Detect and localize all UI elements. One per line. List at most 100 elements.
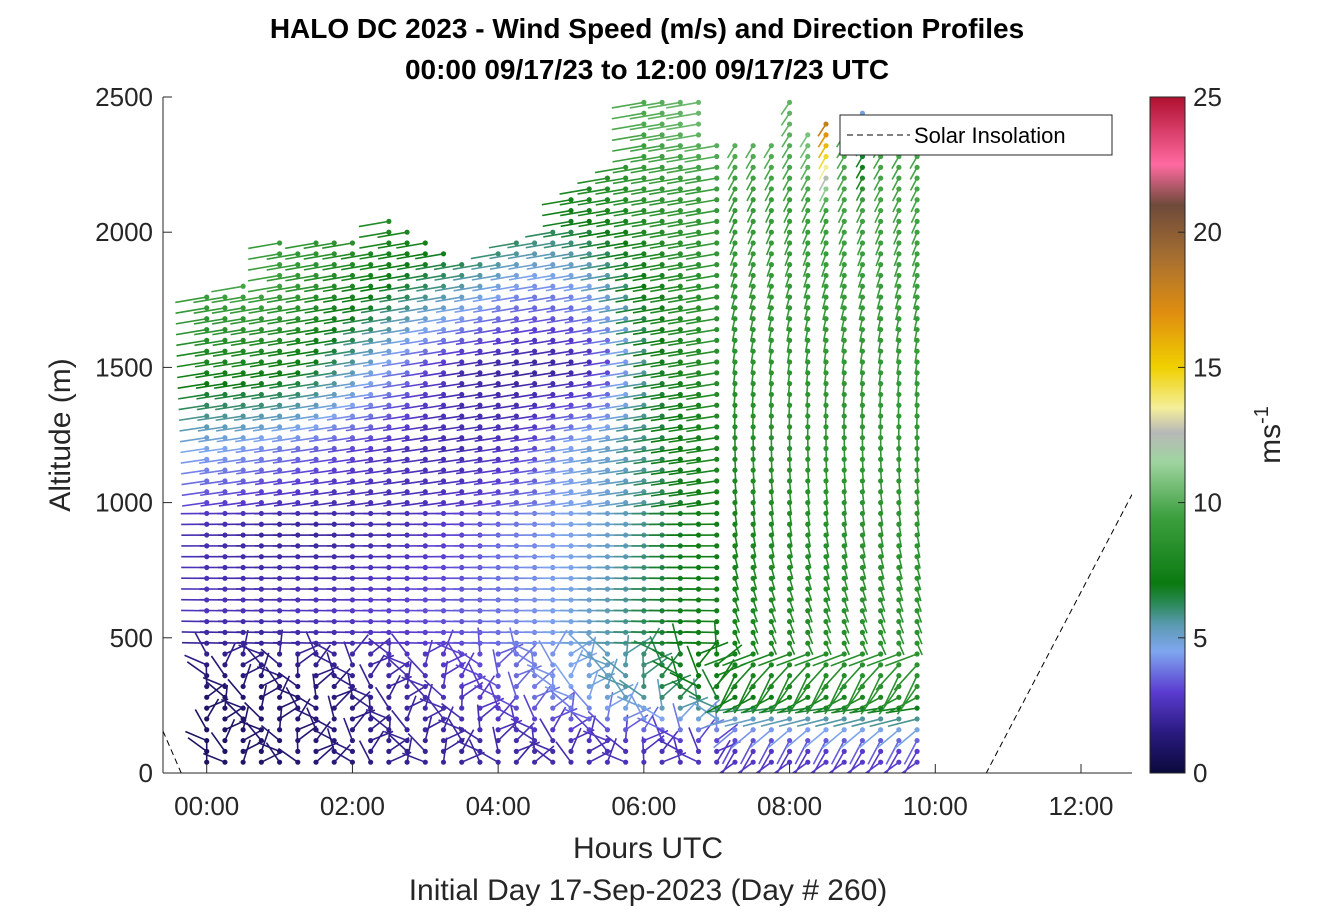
wind-barb-dot: [313, 662, 319, 668]
wind-barb: [387, 658, 408, 677]
wind-barb-dot: [568, 413, 574, 419]
wind-barb-dot: [841, 618, 847, 625]
wind-barb: [474, 447, 499, 453]
wind-barb-dot: [586, 381, 592, 387]
wind-barb-dot: [513, 402, 519, 408]
wind-barb: [869, 718, 900, 728]
wind-barb-dot: [477, 391, 483, 398]
wind-barb: [562, 480, 590, 486]
wind-barb-dot: [586, 748, 592, 754]
wind-barb-dot: [204, 489, 210, 495]
wind-barb-dot: [786, 218, 793, 224]
wind-barb: [308, 415, 335, 421]
wind-barb-dot: [841, 651, 847, 657]
chart-title: HALO DC 2023 - Wind Speed (m/s) and Dire…: [270, 13, 1024, 44]
wind-barb: [286, 328, 317, 336]
wind-barb: [286, 350, 317, 357]
wind-barb: [684, 177, 717, 185]
wind-barb-dot: [368, 391, 374, 398]
wind-barb: [527, 480, 553, 486]
wind-barb: [526, 663, 554, 677]
wind-barb-dot: [349, 402, 356, 408]
wind-barb-dot: [695, 143, 702, 149]
wind-barb: [474, 684, 499, 699]
wind-barb: [212, 350, 244, 357]
wind-barb-dot: [313, 413, 319, 419]
wind-barb: [304, 296, 335, 303]
wind-barb: [615, 469, 644, 475]
wind-barb-dot: [313, 391, 319, 398]
wind-barb: [343, 361, 371, 368]
wind-barb: [456, 447, 481, 453]
wind-barb-dot: [349, 500, 356, 506]
wind-barb: [581, 296, 608, 303]
wind-barb: [351, 690, 371, 709]
wind-barb: [721, 750, 736, 773]
wind-barb: [612, 155, 644, 163]
wind-barb-dot: [422, 337, 428, 343]
wind-barb: [611, 112, 644, 120]
wind-barb-dot: [896, 218, 902, 224]
wind-barb-dot: [586, 294, 592, 300]
wind-barb: [544, 458, 572, 464]
wind-barb-dot: [695, 240, 702, 246]
wind-barb-dot: [495, 673, 501, 679]
wind-barb: [526, 253, 553, 260]
wind-barb: [342, 328, 371, 335]
wind-barb-dot: [368, 370, 374, 376]
wind-barb-dot: [714, 229, 720, 235]
wind-barb: [250, 382, 280, 389]
wind-barb: [564, 328, 590, 335]
wind-barb: [511, 361, 535, 367]
wind-barb-dot: [568, 748, 574, 754]
wind-barb-dot: [349, 456, 356, 462]
wind-barb-dot: [677, 651, 683, 657]
wind-barb: [559, 188, 590, 195]
wind-barb: [399, 339, 426, 346]
wind-barb: [579, 242, 608, 249]
wind-barb: [650, 436, 681, 443]
wind-barb-dot: [914, 683, 920, 690]
wind-barb-dot: [331, 337, 337, 343]
wind-barb-dot: [531, 727, 538, 733]
wind-barb: [270, 404, 298, 411]
wind-barb-dot: [531, 294, 538, 300]
wind-barb-dot: [222, 326, 228, 333]
wind-barb-dot: [550, 305, 556, 311]
wind-barb-dot: [914, 305, 920, 311]
wind-barb: [236, 469, 262, 475]
wind-barb-dot: [695, 164, 702, 170]
wind-barb-dot: [313, 673, 319, 679]
wind-barb-dot: [440, 673, 447, 679]
wind-barb: [231, 372, 262, 379]
wind-barb: [279, 697, 302, 709]
wind-barb-dot: [714, 543, 720, 549]
wind-barb-dot: [786, 99, 793, 106]
wind-barb-dot: [404, 229, 410, 235]
wind-barb: [564, 404, 590, 410]
wind-barb-dot: [677, 478, 683, 484]
wind-barb-dot: [695, 435, 702, 441]
wind-barb: [529, 339, 553, 345]
wind-barb-dot: [623, 662, 629, 668]
wind-barb-dot: [313, 381, 319, 387]
wind-barb-dot: [805, 727, 811, 733]
wind-barb: [326, 415, 353, 421]
wind-barb: [438, 719, 463, 731]
wind-barb: [511, 393, 535, 399]
wind-barb: [685, 307, 717, 314]
wind-barb-dot: [276, 294, 283, 300]
wind-barb: [359, 253, 389, 260]
wind-barb: [322, 242, 353, 250]
wind-barb-dot: [440, 489, 447, 495]
wind-barb-dot: [604, 489, 611, 495]
wind-barb-dot: [878, 673, 884, 679]
wind-barb-dot: [477, 727, 483, 733]
wind-barb-dot: [513, 694, 519, 700]
wind-barb: [378, 285, 408, 292]
wind-barb-dot: [768, 640, 774, 646]
wind-barb-dot: [914, 326, 920, 333]
wind-barb-dot: [276, 683, 283, 690]
wind-barb-dot: [677, 326, 683, 333]
